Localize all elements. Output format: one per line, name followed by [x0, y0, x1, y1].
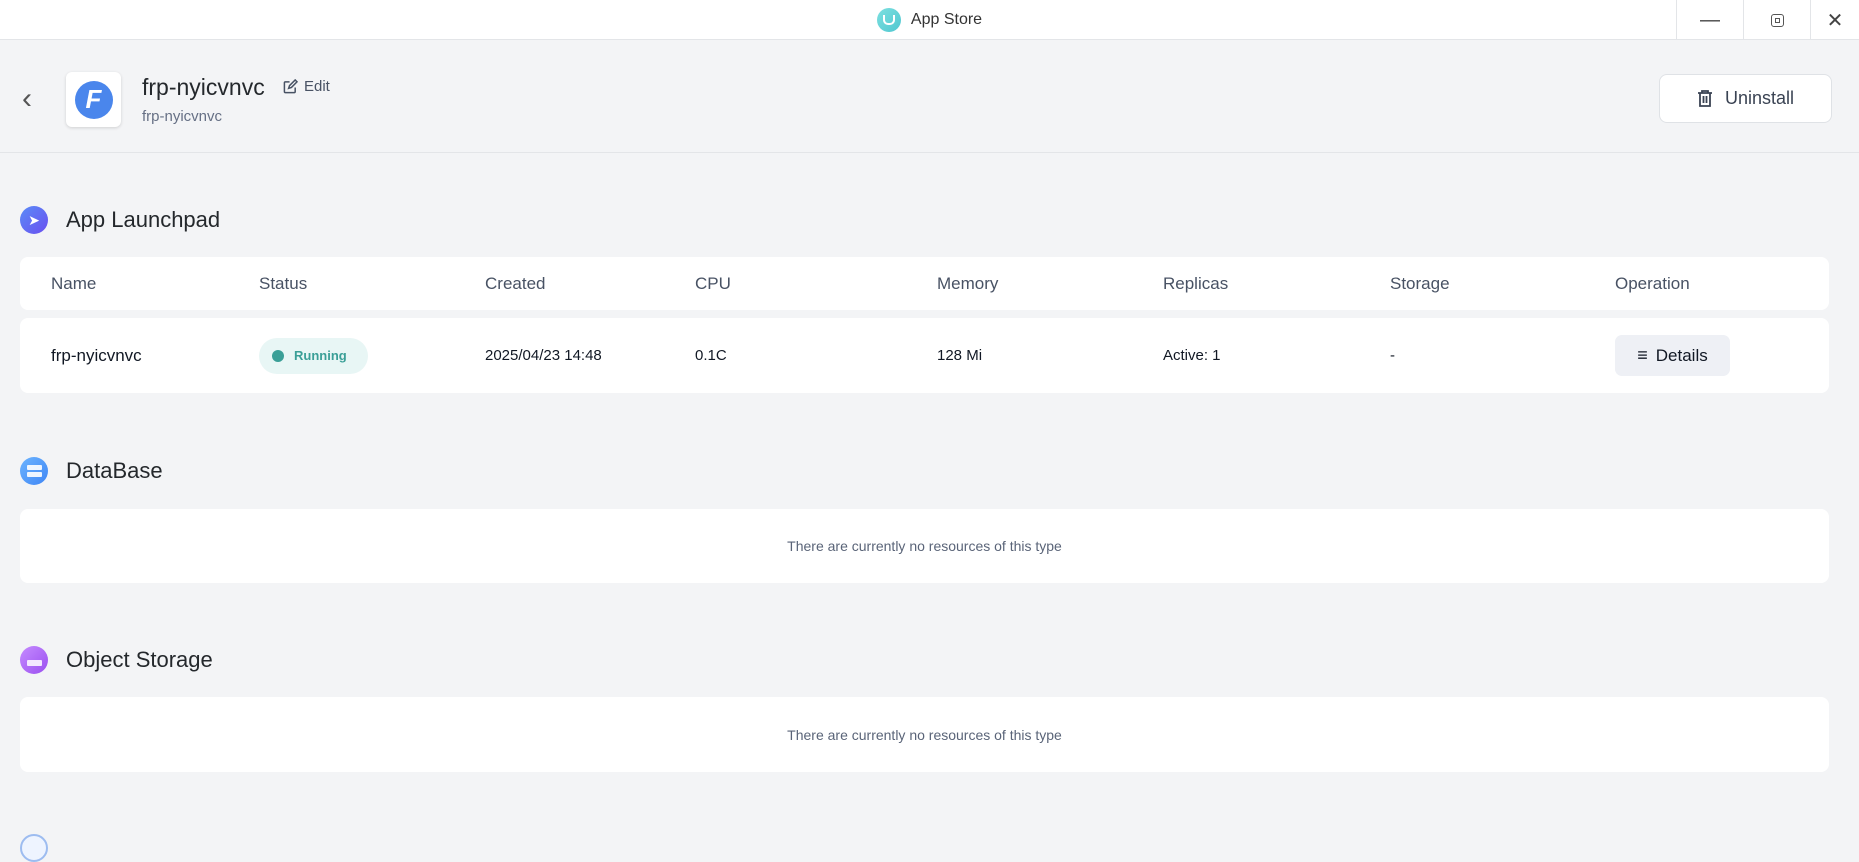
window-title: App Store	[0, 0, 1859, 40]
section-title: Object Storage	[66, 647, 213, 672]
edit-icon	[283, 79, 298, 94]
empty-message: There are currently no resources of this…	[787, 538, 1062, 554]
title-bar	[0, 0, 1859, 40]
details-button[interactable]: ≡ Details	[1615, 335, 1730, 376]
column-header-storage: Storage	[1390, 273, 1450, 293]
row-created: 2025/04/23 14:48	[485, 347, 602, 364]
database-icon	[20, 457, 48, 485]
back-button[interactable]: ‹	[22, 84, 42, 114]
column-header-created: Created	[485, 273, 546, 293]
edit-button[interactable]: Edit	[283, 78, 330, 95]
object-storage-icon	[20, 646, 48, 674]
app-store-icon	[876, 8, 901, 32]
row-memory: 128 Mi	[937, 347, 983, 364]
status-badge: Running	[259, 337, 368, 374]
column-header-replicas: Replicas	[1163, 273, 1229, 293]
section-title: DataBase	[66, 458, 163, 483]
app-subtitle: frp-nyicvnvc	[142, 108, 223, 125]
window-title-text: App Store	[910, 11, 983, 28]
restore-icon	[1770, 13, 1784, 27]
list-icon: ≡	[1637, 345, 1648, 365]
next-section-icon	[20, 834, 48, 862]
status-dot-icon	[272, 349, 284, 362]
minimize-icon: —	[1700, 8, 1720, 31]
row-replicas: Active: 1	[1163, 347, 1221, 364]
uninstall-label: Uninstall	[1724, 88, 1795, 108]
row-cpu: 0.1C	[695, 347, 727, 364]
status-text: Running	[294, 348, 347, 363]
close-button[interactable]: ✕	[1810, 0, 1859, 40]
uninstall-button[interactable]: Uninstall	[1659, 74, 1832, 123]
chevron-left-icon: ‹	[22, 82, 32, 115]
column-header-status: Status	[259, 273, 308, 293]
row-storage: -	[1390, 347, 1395, 364]
app-name: frp-nyicvnvc	[142, 74, 265, 100]
section-object-storage: Object Storage	[20, 646, 213, 674]
column-header-name: Name	[51, 273, 97, 293]
minimize-button[interactable]: —	[1676, 0, 1743, 40]
operation-cell: ≡ Details	[1615, 318, 1730, 393]
table-row: frp-nyicvnvc Running 2025/04/23 14:48 0.…	[20, 318, 1829, 393]
app-header	[0, 41, 1859, 153]
section-database: DataBase	[20, 457, 163, 485]
empty-message: There are currently no resources of this…	[787, 726, 1062, 743]
object-storage-empty-card: There are currently no resources of this…	[20, 697, 1829, 772]
frp-logo-icon: F	[74, 80, 113, 119]
row-name: frp-nyicvnvc	[51, 345, 142, 365]
edit-label: Edit	[304, 78, 330, 95]
section-title: App Launchpad	[66, 207, 221, 232]
details-label: Details	[1655, 345, 1708, 365]
close-icon: ✕	[1826, 9, 1844, 32]
app-icon: F	[66, 72, 121, 127]
column-header-cpu: CPU	[695, 273, 731, 293]
column-header-memory: Memory	[937, 273, 999, 293]
database-empty-card: There are currently no resources of this…	[20, 509, 1829, 583]
restore-button[interactable]	[1743, 0, 1810, 40]
status-cell: Running	[259, 318, 368, 393]
section-app-launchpad: ➤ App Launchpad	[20, 206, 220, 234]
trash-icon	[1697, 89, 1712, 107]
column-header-operation: Operation	[1615, 273, 1690, 293]
table-header: Name Status Created CPU Memory Replicas …	[20, 257, 1829, 310]
rocket-icon: ➤	[20, 206, 48, 234]
